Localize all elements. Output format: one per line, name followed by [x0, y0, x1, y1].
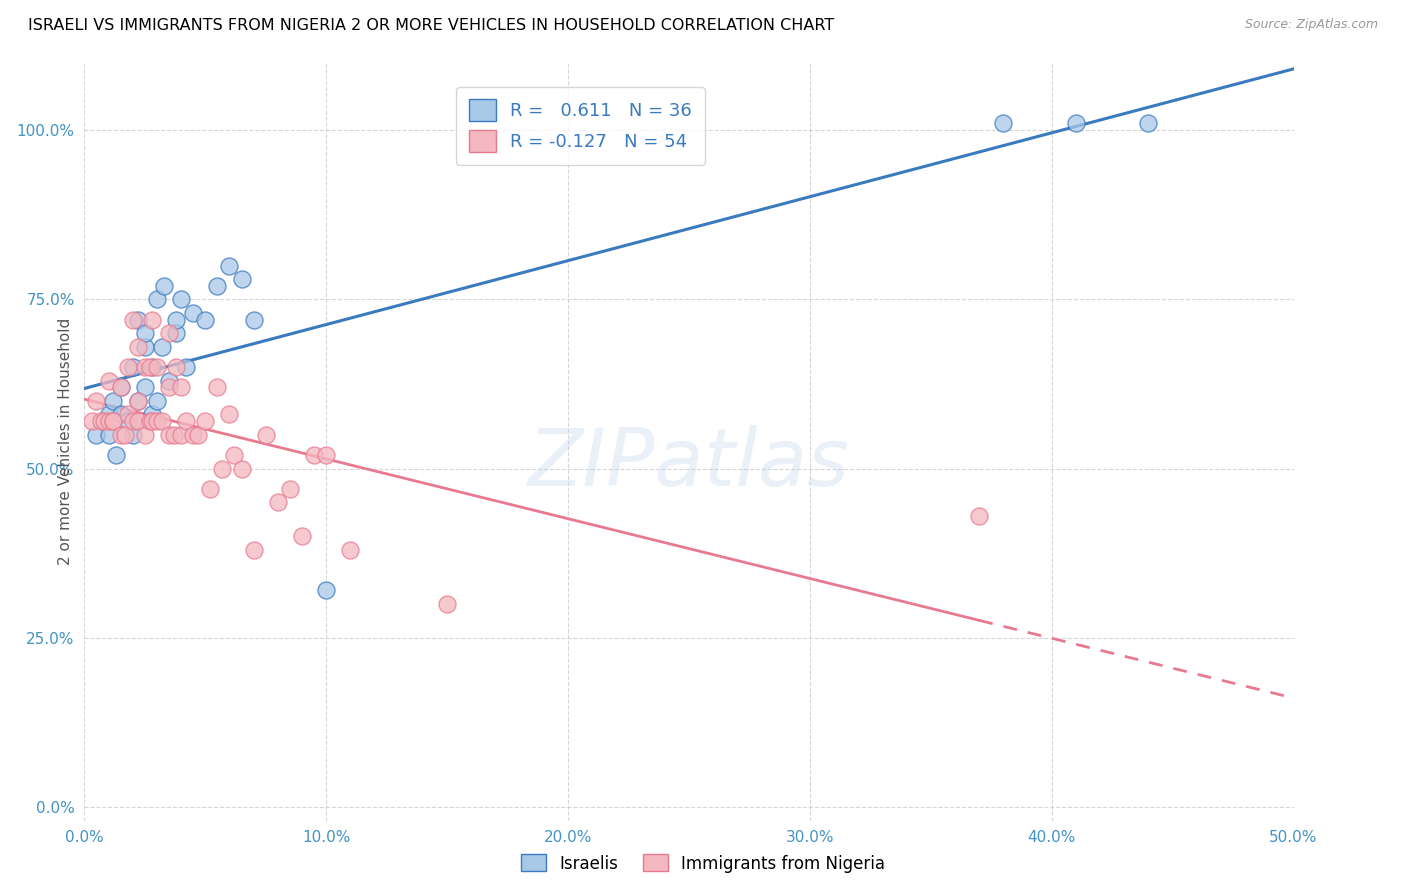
Point	[97, 374, 120, 388]
Point	[146, 360, 169, 375]
Point	[165, 360, 187, 375]
Point	[134, 340, 156, 354]
Point	[146, 393, 169, 408]
Text: Source: ZipAtlas.com: Source: ZipAtlas.com	[1244, 18, 1378, 31]
Y-axis label: 2 or more Vehicles in Household: 2 or more Vehicles in Household	[58, 318, 73, 566]
Point	[181, 427, 204, 442]
Point	[1064, 116, 1087, 130]
Point	[90, 414, 112, 428]
Point	[339, 542, 361, 557]
Point	[103, 414, 125, 428]
Point	[993, 116, 1015, 130]
Point	[134, 360, 156, 375]
Point	[127, 414, 149, 428]
Point	[117, 414, 139, 428]
Point	[110, 380, 132, 394]
Point	[141, 360, 163, 375]
Point	[150, 340, 173, 354]
Point	[207, 278, 229, 293]
Point	[103, 414, 125, 428]
Point	[254, 427, 277, 442]
Point	[157, 326, 180, 341]
Point	[127, 393, 149, 408]
Point	[157, 427, 180, 442]
Point	[181, 306, 204, 320]
Point	[242, 312, 264, 326]
Point	[150, 414, 173, 428]
Point	[187, 427, 209, 442]
Point	[138, 414, 160, 428]
Point	[267, 495, 290, 509]
Point	[110, 427, 132, 442]
Point	[218, 408, 240, 422]
Point	[127, 340, 149, 354]
Point	[97, 408, 120, 422]
Point	[141, 408, 163, 422]
Point	[146, 414, 169, 428]
Point	[194, 414, 217, 428]
Point	[231, 461, 253, 475]
Point	[146, 293, 169, 307]
Point	[218, 259, 240, 273]
Point	[121, 312, 143, 326]
Point	[117, 408, 139, 422]
Point	[97, 427, 120, 442]
Point	[231, 272, 253, 286]
Point	[127, 312, 149, 326]
Point	[141, 414, 163, 428]
Point	[104, 448, 127, 462]
Point	[224, 448, 246, 462]
Point	[110, 408, 132, 422]
Point	[198, 482, 221, 496]
Point	[93, 414, 115, 428]
Point	[207, 380, 229, 394]
Point	[170, 380, 193, 394]
Point	[1137, 116, 1160, 130]
Point	[134, 380, 156, 394]
Point	[174, 360, 197, 375]
Point	[103, 393, 125, 408]
Point	[86, 393, 108, 408]
Point	[157, 380, 180, 394]
Point	[134, 427, 156, 442]
Point	[315, 583, 337, 598]
Point	[211, 461, 233, 475]
Point	[291, 529, 314, 543]
Point	[127, 393, 149, 408]
Point	[315, 448, 337, 462]
Point	[117, 360, 139, 375]
Text: ISRAELI VS IMMIGRANTS FROM NIGERIA 2 OR MORE VEHICLES IN HOUSEHOLD CORRELATION C: ISRAELI VS IMMIGRANTS FROM NIGERIA 2 OR …	[28, 18, 834, 33]
Point	[110, 380, 132, 394]
Point	[86, 427, 108, 442]
Point	[97, 414, 120, 428]
Legend: Israelis, Immigrants from Nigeria: Israelis, Immigrants from Nigeria	[515, 847, 891, 880]
Point	[302, 448, 325, 462]
Point	[138, 360, 160, 375]
Point	[170, 427, 193, 442]
Legend: R =   0.611   N = 36, R = -0.127   N = 54: R = 0.611 N = 36, R = -0.127 N = 54	[456, 87, 704, 165]
Point	[436, 597, 458, 611]
Point	[121, 360, 143, 375]
Point	[163, 427, 186, 442]
Point	[165, 312, 187, 326]
Point	[242, 542, 264, 557]
Text: ZIPatlas: ZIPatlas	[527, 425, 851, 503]
Point	[967, 508, 990, 523]
Point	[194, 312, 217, 326]
Point	[114, 427, 136, 442]
Point	[278, 482, 301, 496]
Point	[134, 326, 156, 341]
Point	[121, 427, 143, 442]
Point	[157, 374, 180, 388]
Point	[141, 312, 163, 326]
Point	[80, 414, 103, 428]
Point	[153, 278, 176, 293]
Point	[170, 293, 193, 307]
Point	[121, 414, 143, 428]
Point	[174, 414, 197, 428]
Point	[165, 326, 187, 341]
